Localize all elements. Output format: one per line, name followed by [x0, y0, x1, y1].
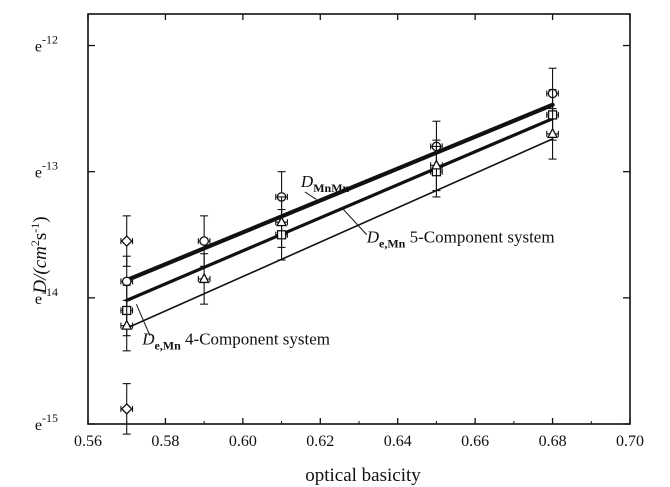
x-axis-ticks: 0.56 0.58 0.60 0.62 0.64 0.66 0.68 0.70	[74, 14, 644, 450]
data-point	[275, 196, 288, 248]
x-tick-label: 0.56	[74, 433, 102, 450]
fit-line	[125, 117, 555, 302]
x-tick-label: 0.58	[151, 433, 179, 450]
data-point	[120, 215, 134, 267]
y-tick-label: e-12	[35, 33, 58, 56]
point-marker	[120, 235, 133, 247]
point-marker	[275, 215, 288, 227]
annotation-leader	[343, 209, 368, 236]
point-marker	[546, 127, 559, 138]
plot-frame	[87, 13, 631, 425]
annotations: DMnMn De,Mn 5-Component system De,Mn 4-Com…	[135, 172, 555, 353]
y-tick-label: e-15	[35, 411, 58, 434]
point-marker	[199, 236, 209, 246]
x-tick-label: 0.70	[616, 433, 644, 450]
data-points	[120, 67, 559, 435]
annotation-label: DMnMn	[300, 172, 350, 195]
x-tick-label: 0.68	[539, 433, 567, 450]
x-tick-label: 0.60	[229, 433, 257, 450]
point-marker	[121, 319, 133, 330]
data-point	[430, 139, 443, 192]
x-axis-label: optical basicity	[305, 465, 421, 486]
data-point	[546, 108, 559, 160]
data-point	[120, 383, 134, 435]
y-axis-ticks: e-15 e-14 e-13 e-12	[35, 33, 630, 434]
data-point	[120, 299, 134, 352]
fit-line	[124, 102, 555, 283]
point-marker	[198, 272, 210, 284]
x-tick-label: 0.66	[461, 433, 489, 450]
x-tick-label: 0.64	[384, 433, 412, 450]
annotation-label: De,Mn 4-Component system	[141, 330, 330, 353]
point-marker	[430, 158, 443, 170]
y-tick-label: e-14	[35, 285, 58, 308]
point-marker	[120, 402, 133, 415]
annotation-label: De,Mn 5-Component system	[366, 227, 555, 250]
y-axis-label: D/(cm2s-1)	[28, 216, 51, 294]
x-tick-label: 0.62	[306, 433, 334, 450]
annotation-leader	[135, 303, 151, 336]
y-tick-label: e-13	[35, 159, 58, 182]
fit-line	[125, 138, 554, 329]
plot-border	[87, 13, 631, 425]
annotation-leader	[304, 191, 317, 200]
fit-lines	[124, 102, 555, 329]
data-point	[197, 253, 211, 305]
point-marker	[121, 276, 132, 287]
